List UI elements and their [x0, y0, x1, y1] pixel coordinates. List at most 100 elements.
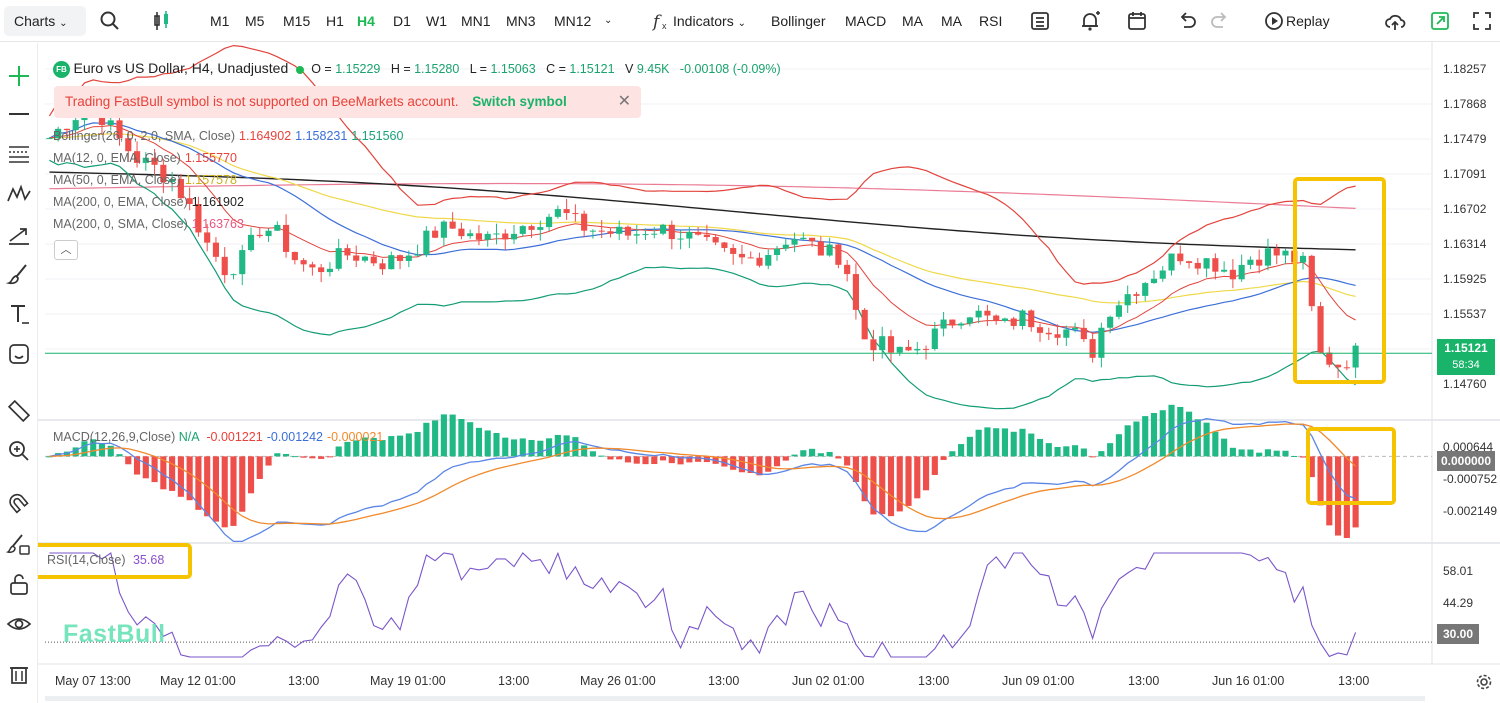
timeframe-m1[interactable]: M1	[210, 13, 230, 29]
emoji-icon[interactable]	[6, 341, 32, 367]
replay-button[interactable]: Replay	[1286, 13, 1330, 29]
indicator-legend-3[interactable]: MA(200, 0, EMA, Close) 1.161902	[53, 195, 244, 209]
trash-icon[interactable]	[6, 661, 32, 687]
fibonacci-icon[interactable]	[6, 141, 32, 167]
candle-body	[756, 257, 763, 266]
candle-body	[1185, 261, 1193, 263]
collapse-legend-button[interactable]: ︿	[54, 240, 78, 260]
magnet-icon[interactable]	[6, 491, 32, 517]
zoom-in-icon[interactable]	[6, 438, 32, 464]
price-axis-label: 1.18257	[1443, 62, 1487, 76]
text-tool-icon[interactable]	[6, 301, 32, 327]
macd-histogram-bar	[195, 456, 202, 510]
timeframe-mn12[interactable]: MN12	[554, 13, 592, 29]
highlight-box-price	[1293, 177, 1386, 384]
alert-bell-icon[interactable]	[1078, 9, 1102, 33]
candle-body	[1212, 258, 1219, 272]
macd-histogram-bar	[958, 444, 965, 457]
candle-body	[484, 233, 491, 240]
rsi-label: RSI(14,Close)	[47, 553, 126, 567]
quick-indicator-bollinger-0[interactable]: Bollinger	[771, 13, 826, 29]
unlock-icon[interactable]	[6, 571, 32, 597]
market-open-dot	[295, 65, 304, 74]
eye-icon[interactable]	[6, 611, 32, 637]
indicator-legend-1[interactable]: MA(12, 0, EMA, Close) 1.155770	[53, 151, 237, 165]
replay-icon[interactable]	[1262, 9, 1286, 33]
undo-icon[interactable]	[1175, 9, 1199, 33]
candle-body	[1326, 352, 1333, 365]
candle-body	[528, 226, 535, 230]
close-value: 1.15121	[569, 62, 615, 76]
bollinger-lower-band	[49, 159, 1356, 410]
macd-histogram-bar	[239, 456, 246, 512]
macd-histogram-bar	[414, 431, 421, 457]
search-icon[interactable]	[98, 9, 122, 33]
redo-icon[interactable]	[1208, 9, 1232, 33]
charts-menu-button[interactable]: Charts ⌄	[4, 6, 86, 36]
pattern-icon[interactable]	[6, 181, 32, 207]
ma50-ema-line	[49, 133, 1356, 304]
indicator-label: MA(200, 0, SMA, Close)	[53, 217, 188, 231]
timeframe-mn1[interactable]: MN1	[461, 13, 491, 29]
candle-body	[186, 198, 193, 205]
brush-icon[interactable]	[6, 261, 32, 287]
quick-indicator-macd-1[interactable]: MACD	[845, 13, 887, 29]
timeframe-h1[interactable]: H1	[326, 13, 344, 29]
candle-body	[133, 151, 141, 163]
candle-body	[773, 248, 781, 256]
macd-histogram-bar	[291, 456, 298, 458]
horizontal-line-icon[interactable]	[6, 101, 32, 127]
lock-drawings-icon[interactable]	[6, 531, 32, 557]
indicator-legend-2[interactable]: MA(50, 0, EMA, Close) 1.157578	[53, 173, 237, 187]
macd-histogram-bar	[747, 456, 754, 474]
candle-body	[396, 255, 404, 261]
candle-body	[405, 255, 412, 261]
macd-histogram-bar	[256, 456, 263, 479]
timeframe-m5[interactable]: M5	[245, 13, 265, 29]
indicator-legend-0[interactable]: Bollinger(26, 0, 2.0, SMA, Close) 1.16490…	[53, 129, 403, 143]
indicators-button[interactable]: Indicators ⌄	[673, 0, 746, 42]
macd-histogram-bar	[1080, 448, 1087, 457]
cloud-upload-icon[interactable]	[1383, 9, 1407, 33]
timeframe-more-chevron-icon[interactable]: ⌄	[604, 15, 613, 26]
svg-text:f: f	[651, 12, 662, 32]
indicator-legend-4[interactable]: MA(200, 0, SMA, Close) 1.163763	[53, 217, 244, 231]
trend-tools-icon[interactable]	[6, 221, 32, 247]
time-axis-label: 13:00	[1128, 674, 1160, 688]
candle-body	[300, 260, 307, 265]
macd-histogram-bar	[1142, 416, 1149, 457]
timeframe-d1[interactable]: D1	[393, 13, 411, 29]
chart-type-candle-icon[interactable]	[150, 9, 174, 33]
calendar-icon[interactable]	[1125, 9, 1149, 33]
candle-body	[1098, 327, 1105, 358]
candle-body	[1308, 255, 1315, 307]
timeframe-h4[interactable]: H4	[357, 13, 375, 29]
macd-histogram-bar	[1185, 411, 1193, 457]
quick-indicator-ma-2[interactable]: MA	[902, 13, 923, 29]
macd-histogram-bar	[563, 435, 570, 457]
candle-body	[581, 213, 588, 231]
symbol-title[interactable]: Euro vs US Dollar, H4, Unadjusted	[73, 60, 289, 76]
share-icon[interactable]	[1428, 9, 1452, 33]
close-icon[interactable]: ✕	[617, 93, 631, 110]
timeframe-mn3[interactable]: MN3	[506, 13, 536, 29]
indicator-value: 1.158231	[295, 129, 348, 143]
quick-indicator-ma-3[interactable]: MA	[941, 13, 962, 29]
switch-symbol-link[interactable]: Switch symbol	[472, 94, 567, 109]
timeframe-w1[interactable]: W1	[426, 13, 447, 29]
timeframe-m15[interactable]: M15	[283, 13, 311, 29]
candle-body	[1150, 278, 1158, 284]
price-axis-label: 1.16702	[1443, 202, 1487, 216]
macd-zero-tag: 0.000000	[1437, 451, 1495, 471]
crosshair-icon[interactable]	[6, 63, 32, 89]
quick-indicator-rsi-4[interactable]: RSI	[979, 13, 1003, 29]
settings-gear-icon[interactable]	[1474, 672, 1494, 692]
macd-histogram-bar	[81, 441, 88, 457]
layout-icon[interactable]	[1028, 9, 1052, 33]
candle-body	[879, 336, 886, 351]
candle-body	[379, 263, 386, 270]
fullscreen-icon[interactable]	[1470, 9, 1494, 33]
ruler-icon[interactable]	[6, 398, 32, 424]
